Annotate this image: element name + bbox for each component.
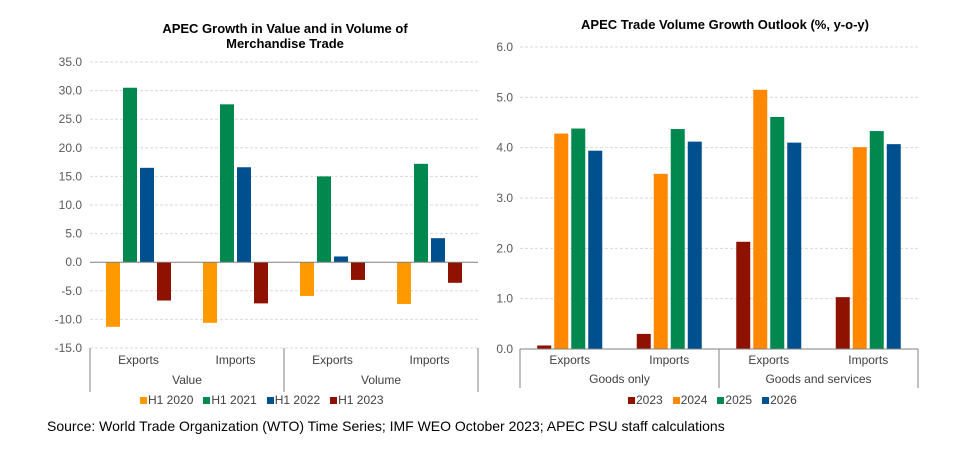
legend-label: H1 2022 [274,393,321,407]
legend-item: H1 2022 [266,393,321,407]
left-category-label: Imports [409,353,449,367]
right-bar-2025 [571,128,586,349]
right-bar-2025 [670,129,685,349]
legend-swatch-icon [628,396,635,404]
right-bar-2024 [753,89,768,350]
left-bar-h1-2022 [237,167,251,263]
right-bar-2026 [588,150,603,349]
legend-item: H1 2023 [330,393,384,407]
legend-label: H1 2020 [148,393,194,407]
left-bar-h1-2020 [203,262,217,323]
legend-swatch-icon [672,396,680,404]
right-bar-2026 [886,144,901,349]
right-group-label: Goods only [589,372,650,386]
left-bar-h1-2021 [123,87,137,263]
legend-swatch-icon [717,396,725,404]
right-category-label: Exports [748,353,789,367]
right-group-label: Goods and services [765,372,871,386]
legend-item: 2026 [762,393,797,407]
left-bar-h1-2022 [334,256,348,263]
right-bar-2024 [554,133,569,349]
left-chart-legend: H1 2020 H1 2021 H1 2022 H1 2023 [140,393,384,407]
legend-swatch-icon [203,396,211,404]
legend-swatch-icon [266,396,274,404]
right-y-tick-label: 5.0 [496,90,513,104]
right-y-tick-label: 1.0 [496,292,513,306]
right-y-tick-label: 2.0 [496,241,513,255]
right-y-tick-label: 4.0 [496,141,513,155]
right-category-label: Imports [649,353,689,367]
left-group-label: Value [172,373,202,387]
left-bar-h1-2023 [448,262,462,283]
left-category-label: Exports [312,353,353,367]
left-y-tick-label: 25.0 [59,112,83,126]
legend-label: H1 2023 [338,393,384,407]
legend-item: 2023 [628,393,663,407]
left-chart-title-line-1: APEC Growth in Value and in Volume of [162,21,408,36]
right-y-tick-label: 3.0 [496,191,513,205]
source-note: Source: World Trade Organization (WTO) T… [47,418,725,434]
right-chart-legend: 2023 2024 2025 2026 [628,393,797,407]
legend-swatch-icon [140,396,147,404]
left-bar-h1-2021 [317,176,331,263]
left-bar-h1-2022 [140,167,154,263]
left-y-tick-label: -5.0 [61,284,82,298]
left-bar-h1-2023 [351,262,365,280]
right-bar-2023 [537,345,552,349]
legend-label: 2025 [725,393,753,407]
left-bar-h1-2023 [254,262,268,304]
right-bar-2026 [687,141,702,349]
left-y-tick-label: 5.0 [65,227,82,241]
left-y-tick-label: 20.0 [59,141,83,155]
left-bar-h1-2021 [414,163,428,263]
left-chart-title-line-2: Merchandise Trade [226,36,344,51]
left-category-label: Exports [118,353,159,367]
right-category-label: Imports [848,353,888,367]
left-y-tick-label: 10.0 [59,198,83,212]
left-y-tick-label: 35.0 [59,55,83,69]
right-bar-2024 [653,173,668,349]
legend-label: 2026 [770,393,797,407]
legend-item: H1 2021 [203,393,257,407]
legend-label: H1 2021 [211,393,257,407]
right-bar-2023 [835,297,850,349]
legend-label: 2024 [680,393,708,407]
legend-label: 2023 [636,393,663,407]
left-y-tick-label: -15.0 [55,341,83,355]
left-bar-h1-2020 [106,262,120,327]
left-y-tick-label: 0.0 [65,255,82,269]
right-chart-title: APEC Trade Volume Growth Outlook (%, y-o… [581,17,869,32]
right-bar-2023 [636,333,651,349]
right-y-tick-label: 0.0 [496,342,513,356]
right-bar-2024 [852,147,867,349]
left-bar-h1-2022 [431,238,445,263]
legend-swatch-icon [330,396,338,404]
left-y-tick-label: -10.0 [55,312,83,326]
right-bar-2025 [869,131,884,349]
right-y-tick-label: 6.0 [496,40,513,54]
legend-item: H1 2020 [140,393,193,407]
left-y-tick-label: 15.0 [59,169,83,183]
left-bar-h1-2020 [397,262,411,304]
right-bar-2025 [770,116,785,349]
left-chart-title: APEC Growth in Value and in Volume of Me… [100,21,470,51]
left-bar-h1-2021 [220,104,234,263]
right-category-label: Exports [549,353,590,367]
legend-item: 2025 [717,393,752,407]
legend-item: 2024 [672,393,708,407]
left-bar-h1-2023 [157,262,171,301]
left-y-tick-label: 30.0 [59,84,83,98]
right-bar-2026 [787,142,802,349]
left-category-label: Imports [215,353,255,367]
legend-swatch-icon [762,396,770,404]
right-bar-2023 [736,241,751,349]
left-bar-h1-2020 [300,262,314,296]
left-group-label: Volume [361,373,401,387]
